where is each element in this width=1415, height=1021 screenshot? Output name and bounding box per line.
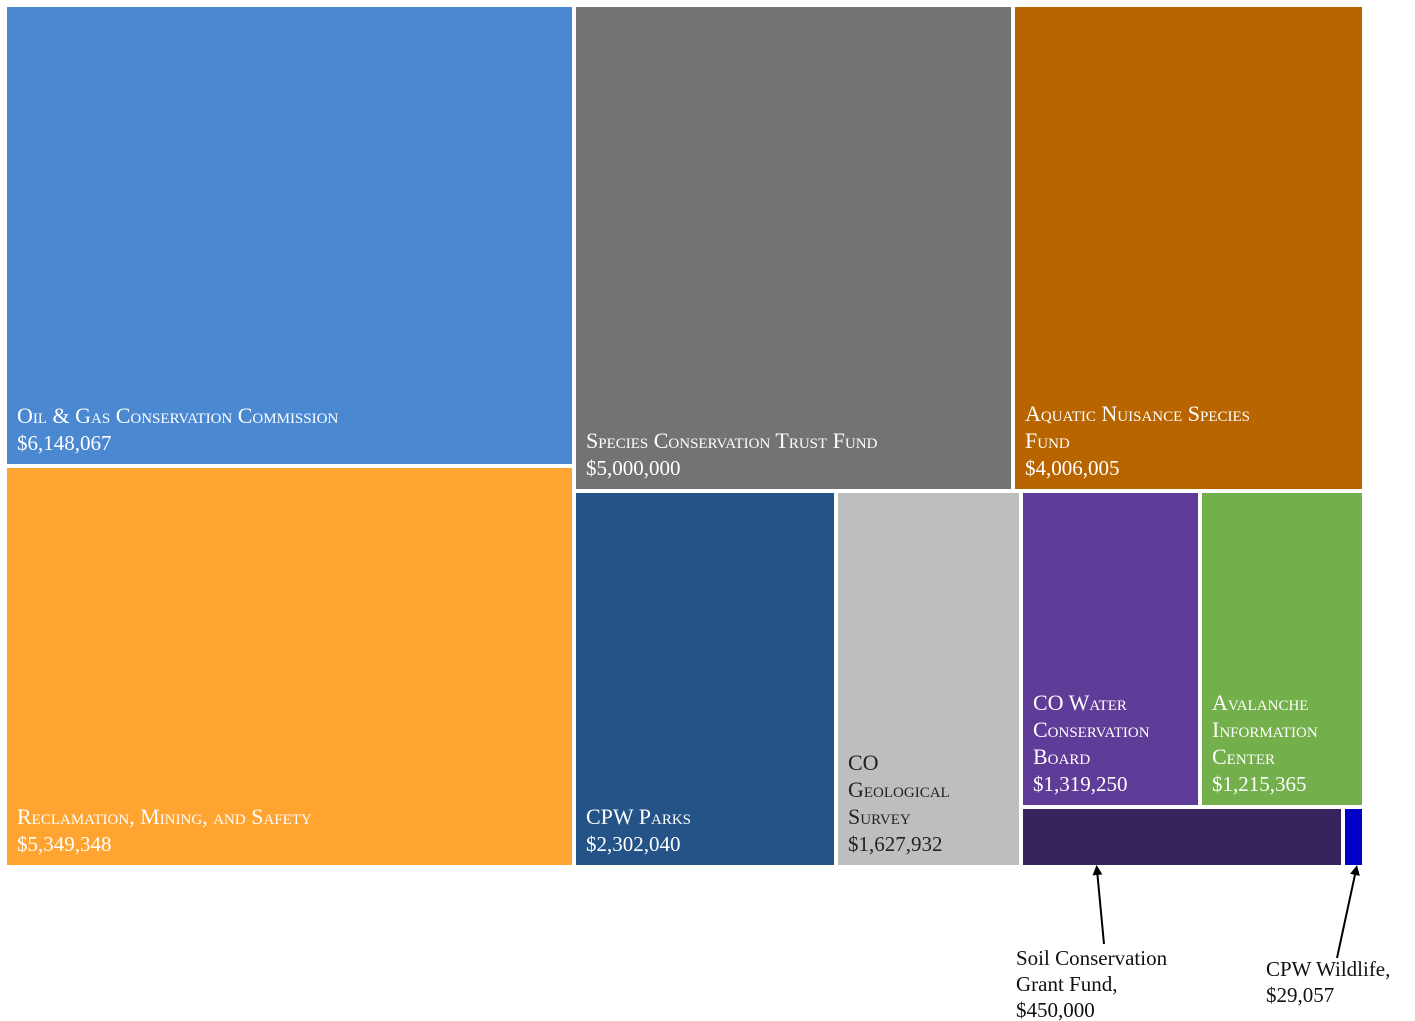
tile-rect: [1202, 493, 1362, 805]
tile-label: Survey: [848, 804, 911, 829]
tile-value: $5,000,000: [586, 456, 681, 480]
tile-species-conservation-trust-fund: Species Conservation Trust Fund $5,000,00…: [576, 7, 1011, 489]
tile-cpw-wildlife: [1345, 809, 1362, 865]
tile-rect: [7, 468, 572, 865]
tile-value: $1,215,365: [1212, 772, 1307, 796]
tile-label: Conservation: [1033, 717, 1150, 742]
tile-value: $5,349,348: [17, 832, 112, 856]
tile-value: $1,319,250: [1033, 772, 1128, 796]
callout-label: Grant Fund,: [1016, 972, 1118, 996]
tile-soil-conservation-grant-fund: [1023, 809, 1341, 865]
tile-rect: [7, 7, 572, 464]
callout-label: $29,057: [1266, 983, 1334, 1007]
tile-label: Center: [1212, 744, 1275, 769]
tile-oil-and-gas-conservation-commission: Oil & Gas Conservation Commission $6,148,…: [7, 7, 572, 464]
callout-arrow: [1336, 865, 1360, 959]
tile-label: Species Conservation Trust Fund: [586, 428, 878, 453]
tile-value: $1,627,932: [848, 832, 943, 856]
tile-rect: [1345, 809, 1362, 865]
tile-rect: [838, 493, 1019, 865]
tile-label: Information: [1212, 717, 1318, 742]
tile-reclamation-mining-and-safety: Reclamation, Mining, and Safety $5,349,34…: [7, 468, 572, 865]
callout-label: $450,000: [1016, 998, 1095, 1021]
tile-label: Board: [1033, 744, 1090, 769]
tile-label: Fund: [1025, 428, 1070, 453]
tile-label: CPW Parks: [586, 804, 691, 829]
tile-rect: [1023, 809, 1341, 865]
tile-label: CO Water: [1033, 690, 1127, 715]
callout-label: Soil Conservation: [1016, 946, 1168, 970]
tile-label: Avalanche: [1212, 690, 1308, 715]
tile-label: Reclamation, Mining, and Safety: [17, 804, 312, 829]
tile-rect: [1023, 493, 1198, 805]
tile-rect: [576, 7, 1011, 489]
callout-arrow: [1092, 865, 1105, 945]
tile-label: Aquatic Nuisance Species: [1025, 401, 1250, 426]
tile-rect: [576, 493, 834, 865]
tile-label: Oil & Gas Conservation Commission: [17, 403, 338, 428]
treemap-tiles: Oil & Gas Conservation Commission $6,148,…: [7, 7, 1362, 865]
tile-value: $4,006,005: [1025, 456, 1120, 480]
callout-label: CPW Wildlife,: [1266, 957, 1390, 981]
tile-label: Geological: [848, 777, 950, 802]
tile-value: $2,302,040: [586, 832, 681, 856]
tile-value: $6,148,067: [17, 431, 112, 455]
callout-cpw-wildlife: CPW Wildlife,$29,057: [1266, 865, 1390, 1007]
tile-label: CO: [848, 750, 879, 775]
tile-rect: [1015, 7, 1362, 489]
tile-cpw-parks: CPW Parks $2,302,040: [576, 493, 834, 865]
